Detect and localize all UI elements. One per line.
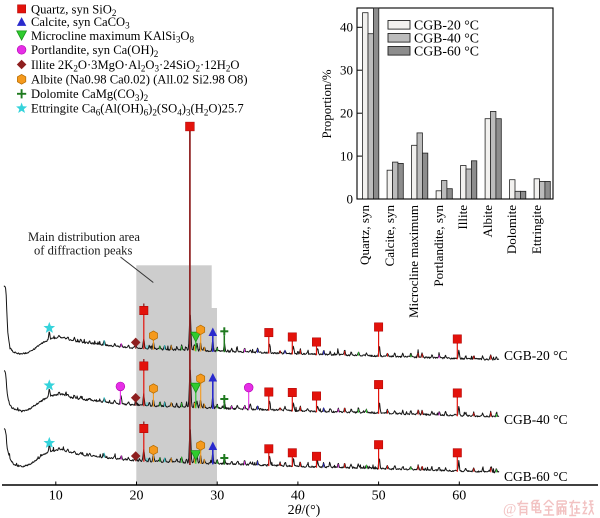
svg-text:2θ/(°): 2θ/(°) (288, 503, 321, 518)
svg-text:Portlandite, syn Ca(OH)2: Portlandite, syn Ca(OH)2 (31, 43, 159, 59)
svg-text:50: 50 (372, 489, 386, 504)
svg-text:Quartz, syn SiO2: Quartz, syn SiO2 (31, 2, 117, 18)
svg-text:CGB-40 °C: CGB-40 °C (504, 412, 568, 427)
svg-text:40: 40 (340, 20, 353, 35)
svg-text:of diffraction peaks: of diffraction peaks (34, 244, 132, 258)
svg-text:Albite: Albite (480, 205, 495, 238)
svg-text:20: 20 (340, 106, 353, 121)
svg-text:Quartz, syn: Quartz, syn (357, 205, 372, 265)
svg-text:60: 60 (452, 489, 466, 504)
svg-text:Portlandite, syn: Portlandite, syn (431, 205, 446, 287)
svg-text:Illite 2K2O·3MgO·Al2O3·24SiO2·: Illite 2K2O·3MgO·Al2O3·24SiO2·12H2O (31, 58, 240, 74)
svg-text:Albite (Na0.98 Ca0.02) (All.02: Albite (Na0.98 Ca0.02) (All.02 Si2.98 O8… (31, 73, 248, 87)
svg-text:20: 20 (130, 489, 144, 504)
svg-text:30: 30 (210, 489, 224, 504)
svg-text:Illite: Illite (455, 205, 470, 230)
svg-text:CGB-40 °C: CGB-40 °C (414, 30, 479, 45)
svg-text:30: 30 (340, 63, 353, 78)
svg-text:Microcline maximum: Microcline maximum (406, 205, 421, 318)
svg-text:CGB-60 °C: CGB-60 °C (414, 43, 479, 58)
svg-text:CGB-60 °C: CGB-60 °C (504, 469, 568, 484)
svg-text:Calcite, syn CaCO3: Calcite, syn CaCO3 (31, 15, 130, 31)
svg-text:Calcite, syn: Calcite, syn (382, 205, 397, 267)
svg-text:Proportion/%: Proportion/% (320, 69, 334, 138)
svg-text:Ettringite: Ettringite (529, 205, 544, 254)
svg-text:@: @ (503, 502, 516, 518)
svg-text:Microcline maximum KAlSi3O8: Microcline maximum KAlSi3O8 (31, 29, 194, 45)
svg-text:Ettringite Ca6(Al(OH)6)2(SO4)3: Ettringite Ca6(Al(OH)6)2(SO4)3(H2O)25.7 (31, 102, 244, 118)
svg-text:0: 0 (347, 191, 354, 206)
svg-text:CGB-20 °C: CGB-20 °C (414, 17, 479, 32)
svg-text:Dolomite CaMg(CO3)2: Dolomite CaMg(CO3)2 (31, 87, 149, 103)
svg-text:CGB-20 °C: CGB-20 °C (504, 348, 568, 363)
svg-text:40: 40 (291, 489, 305, 504)
svg-text:Dolomite: Dolomite (504, 205, 519, 254)
svg-text:Main distribution area: Main distribution area (28, 230, 140, 244)
svg-text:10: 10 (340, 148, 353, 163)
svg-text:10: 10 (49, 489, 63, 504)
